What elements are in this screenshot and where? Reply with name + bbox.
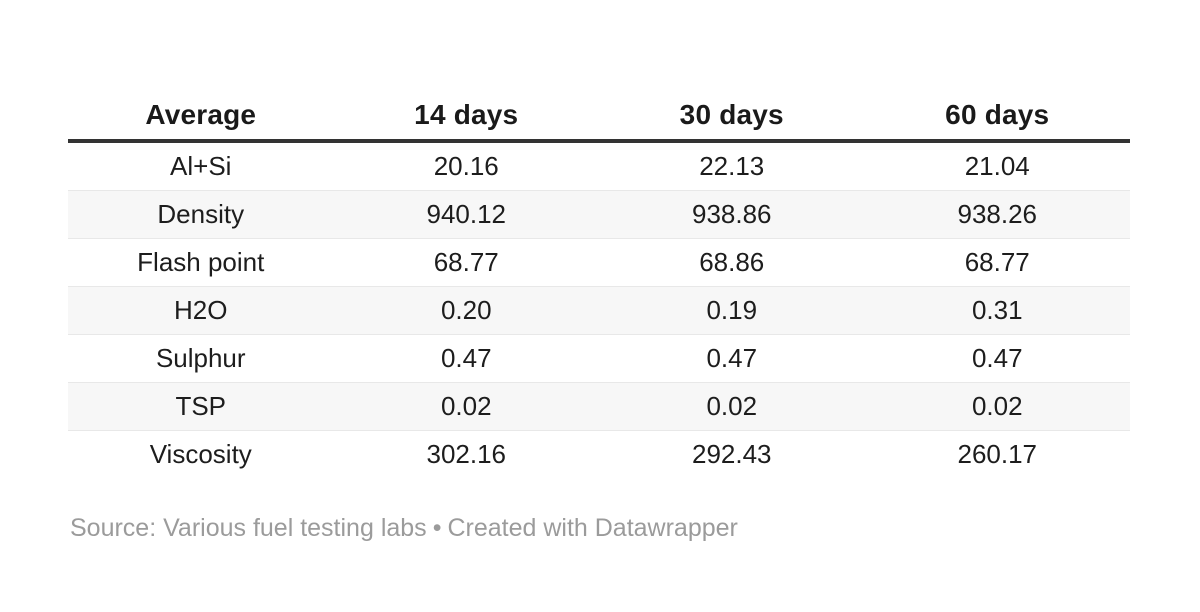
cell-value: 938.86 (599, 190, 865, 239)
row-label: H2O (68, 286, 334, 335)
cell-value: 68.77 (333, 238, 599, 287)
cell-value: 0.02 (864, 382, 1130, 431)
cell-value: 0.31 (864, 286, 1130, 335)
cell-value: 292.43 (691, 439, 772, 469)
cell-value: 68.77 (864, 238, 1130, 287)
datawrapper-credit-link[interactable]: Created with Datawrapper (447, 514, 738, 542)
row-label: Flash point (68, 238, 334, 287)
column-header-30-days: 30 days (599, 90, 865, 143)
row-label: Viscosity (149, 439, 252, 469)
column-header-14-days: 14 days (333, 90, 599, 143)
cell-value: 940.12 (333, 190, 599, 239)
table-row-density: Density 940.12 938.86 938.26 (68, 190, 1130, 239)
footer-separator: • (432, 514, 442, 542)
table-row-flash-point: Flash point 68.77 68.86 68.77 (68, 238, 1130, 287)
cell-value: 0.47 (864, 334, 1130, 383)
row-label: Sulphur (68, 334, 334, 383)
cell-value: 0.02 (599, 382, 865, 431)
cell-value: 302.16 (426, 439, 507, 469)
row-label: Al+Si (68, 141, 334, 191)
table-header-row: Average 14 days 30 days 60 days (68, 90, 1130, 143)
source-text: Source: Various fuel testing labs (70, 514, 427, 542)
table-row-sulphur: Sulphur 0.47 0.47 0.47 (68, 334, 1130, 383)
column-header-60-days: 60 days (864, 90, 1130, 143)
cell-value: 0.47 (333, 334, 599, 383)
table-row-al-si: Al+Si 20.16 22.13 21.04 (68, 141, 1130, 191)
cell-value: 21.04 (864, 141, 1130, 191)
cell-value: 938.26 (864, 190, 1130, 239)
cell-value: 20.16 (333, 141, 599, 191)
cell-value: 260.17 (957, 439, 1038, 469)
cell-value: 0.19 (599, 286, 865, 335)
table-row-h2o: H2O 0.20 0.19 0.31 (68, 286, 1130, 335)
cell-value: 0.02 (333, 382, 599, 431)
row-label: Density (68, 190, 334, 239)
row-label: TSP (68, 382, 334, 431)
table-row-viscosity: Viscosity 302.16 292.43 260.17 (68, 431, 1130, 479)
table-footer: Source: Various fuel testing labs • Create… (70, 514, 738, 543)
table-row-tsp: TSP 0.02 0.02 0.02 (68, 382, 1130, 431)
cell-value: 0.20 (333, 286, 599, 335)
cell-value: 0.47 (599, 334, 865, 383)
column-header-average: Average (68, 90, 334, 143)
data-table: Average 14 days 30 days 60 days Al+Si 20… (68, 90, 1130, 478)
cell-value: 68.86 (599, 238, 865, 287)
cell-value: 22.13 (599, 141, 865, 191)
